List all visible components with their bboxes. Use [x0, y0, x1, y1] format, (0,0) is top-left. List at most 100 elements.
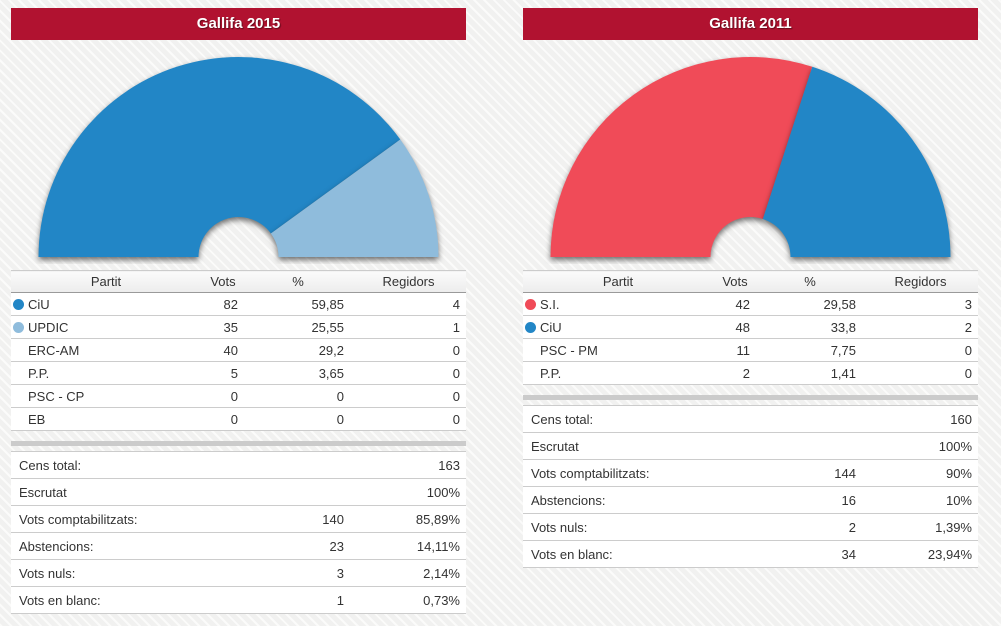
- party-row: EB 0 0 0: [11, 407, 466, 431]
- party-votes: 2: [713, 361, 757, 385]
- party-cell: UPDIC: [11, 315, 201, 339]
- summary-percent: 14,11%: [351, 532, 466, 560]
- panel-title: Gallifa 2011: [709, 15, 792, 32]
- party-results-table: Partit Vots % Regidors CiU 82 59,85 4 UP…: [11, 270, 466, 431]
- party-row: CiU 48 33,8 2: [523, 315, 978, 339]
- party-color-dot: [13, 321, 24, 333]
- party-seats: 0: [863, 361, 978, 385]
- party-row: ERC-AM 40 29,2 0: [11, 338, 466, 362]
- party-percent: 59,85: [245, 292, 351, 316]
- party-votes: 0: [201, 407, 245, 431]
- turnout-summary-table: Cens total: 160 Escrutat 100% Vots compt…: [523, 405, 978, 568]
- summary-percent: 100%: [351, 478, 466, 506]
- summary-row: Cens total: 160: [523, 405, 978, 433]
- summary-count: 144: [753, 459, 863, 487]
- party-votes: 11: [713, 338, 757, 362]
- party-name: P.P.: [540, 365, 562, 381]
- party-table-header-row: Partit Vots % Regidors: [523, 270, 978, 293]
- donut-chart-svg: [550, 57, 951, 258]
- seats-donut-chart: [11, 52, 466, 264]
- party-percent: 29,2: [245, 338, 351, 362]
- chart-slice-ciu[interactable]: [762, 66, 951, 257]
- party-votes: 48: [713, 315, 757, 339]
- col-header-vots: Vots: [713, 270, 757, 293]
- party-percent: 0: [245, 384, 351, 408]
- panel-title: Gallifa 2015: [196, 15, 281, 32]
- party-votes: 40: [201, 338, 245, 362]
- summary-label: Vots nuls:: [11, 559, 241, 587]
- party-name: EB: [28, 411, 46, 427]
- election-panel-2015: Gallifa 2015 Partit Vots % Regidors CiU …: [11, 8, 466, 614]
- summary-row: Abstencions: 23 14,11%: [11, 532, 466, 560]
- party-percent: 33,8: [757, 315, 863, 339]
- party-seats: 0: [351, 338, 466, 362]
- party-votes: 5: [201, 361, 245, 385]
- section-divider: [11, 441, 466, 446]
- summary-row: Abstencions: 16 10%: [523, 486, 978, 514]
- summary-percent: 163: [351, 451, 466, 479]
- summary-count: [241, 478, 351, 506]
- party-row: P.P. 2 1,41 0: [523, 361, 978, 385]
- summary-count: 23: [241, 532, 351, 560]
- summary-percent: 2,14%: [351, 559, 466, 587]
- party-color-dot: [525, 298, 536, 310]
- summary-label: Vots comptabilitzats:: [523, 459, 753, 487]
- summary-row: Cens total: 163: [11, 451, 466, 479]
- party-cell: S.I.: [523, 292, 713, 316]
- party-percent: 29,58: [757, 292, 863, 316]
- party-row: CiU 82 59,85 4: [11, 292, 466, 316]
- party-percent: 1,41: [757, 361, 863, 385]
- party-seats: 0: [351, 361, 466, 385]
- summary-percent: 90%: [863, 459, 978, 487]
- summary-label: Vots nuls:: [523, 513, 753, 541]
- party-name: P.P.: [28, 365, 50, 381]
- party-percent: 0: [245, 407, 351, 431]
- party-cell: CiU: [11, 292, 201, 316]
- party-cell: P.P.: [523, 361, 713, 385]
- summary-row: Vots nuls: 2 1,39%: [523, 513, 978, 541]
- section-divider: [523, 395, 978, 400]
- summary-label: Cens total:: [11, 451, 241, 479]
- seats-donut-chart: [523, 52, 978, 264]
- summary-percent: 23,94%: [863, 540, 978, 568]
- summary-percent: 160: [863, 405, 978, 433]
- summary-percent: 10%: [863, 486, 978, 514]
- election-panel-2011: Gallifa 2011 Partit Vots % Regidors S.I.…: [523, 8, 978, 614]
- party-votes: 42: [713, 292, 757, 316]
- party-percent: 25,55: [245, 315, 351, 339]
- summary-percent: 0,73%: [351, 586, 466, 614]
- party-seats: 3: [863, 292, 978, 316]
- summary-row: Vots en blanc: 34 23,94%: [523, 540, 978, 568]
- summary-row: Escrutat 100%: [11, 478, 466, 506]
- party-cell: PSC - CP: [11, 384, 201, 408]
- party-name: PSC - CP: [28, 388, 85, 404]
- summary-percent: 100%: [863, 432, 978, 460]
- party-seats: 1: [351, 315, 466, 339]
- summary-percent: 1,39%: [863, 513, 978, 541]
- summary-count: 2: [753, 513, 863, 541]
- party-name: CiU: [540, 319, 562, 335]
- party-cell: CiU: [523, 315, 713, 339]
- col-header-partit: Partit: [523, 270, 713, 293]
- col-header-regidors: Regidors: [351, 270, 466, 293]
- party-cell: EB: [11, 407, 201, 431]
- chart-slice-updic[interactable]: [270, 139, 439, 257]
- party-name: CiU: [28, 296, 50, 312]
- summary-row: Vots en blanc: 1 0,73%: [11, 586, 466, 614]
- party-name: ERC-AM: [28, 342, 80, 358]
- summary-label: Abstencions:: [523, 486, 753, 514]
- party-votes: 35: [201, 315, 245, 339]
- party-row: S.I. 42 29,58 3: [523, 292, 978, 316]
- summary-label: Vots en blanc:: [523, 540, 753, 568]
- col-header-regidors: Regidors: [863, 270, 978, 293]
- summary-label: Vots comptabilitzats:: [11, 505, 241, 533]
- chart-slice-ciu[interactable]: [38, 57, 401, 257]
- party-results-table: Partit Vots % Regidors S.I. 42 29,58 3 C…: [523, 270, 978, 385]
- summary-count: 140: [241, 505, 351, 533]
- chart-slice-s-i-[interactable]: [550, 57, 813, 258]
- party-name: S.I.: [540, 296, 560, 312]
- party-row: PSC - PM 11 7,75 0: [523, 338, 978, 362]
- summary-row: Vots comptabilitzats: 144 90%: [523, 459, 978, 487]
- party-row: P.P. 5 3,65 0: [11, 361, 466, 385]
- summary-label: Vots en blanc:: [11, 586, 241, 614]
